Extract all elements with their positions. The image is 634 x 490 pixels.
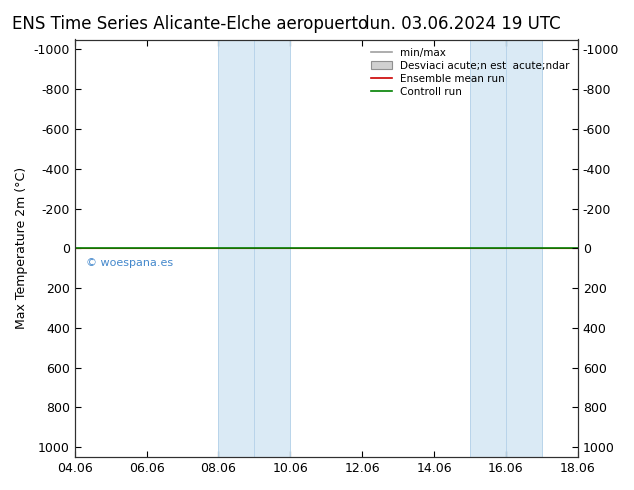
Bar [470,40,542,457]
Text: ENS Time Series Alicante-Elche aeropuerto: ENS Time Series Alicante-Elche aeropuert… [12,15,368,33]
Legend: min/max, Desviaci acute;n est  acute;ndar, Ensemble mean run, Controll run: min/max, Desviaci acute;n est acute;ndar… [366,44,574,101]
Y-axis label: Max Temperature 2m (°C): Max Temperature 2m (°C) [15,167,28,329]
Bar [219,40,290,457]
Text: lun. 03.06.2024 19 UTC: lun. 03.06.2024 19 UTC [365,15,560,33]
Text: © woespana.es: © woespana.es [86,258,172,268]
